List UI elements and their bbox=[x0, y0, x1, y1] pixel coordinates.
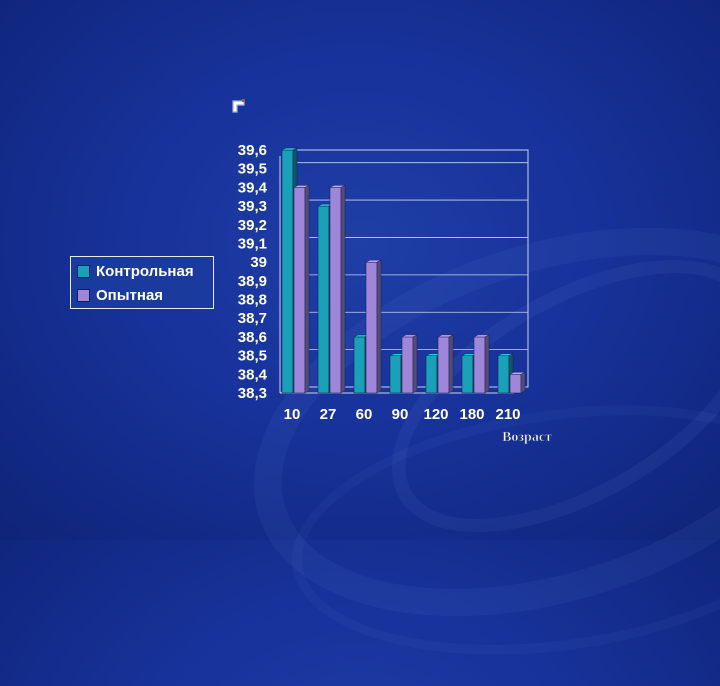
x-axis-name: Возраст bbox=[502, 430, 552, 445]
y-tick-label: 39,5 bbox=[238, 161, 267, 178]
x-tick-label: 120 bbox=[423, 406, 448, 423]
chart-legend: Контрольная Опытная bbox=[70, 256, 214, 309]
panel-label-g bbox=[232, 99, 245, 113]
x-tick-label: 210 bbox=[495, 406, 520, 423]
y-axis-ticks: 39,6 39,539,4 39,3 39,239,1 39 38,9 38,838,7 38… bbox=[238, 142, 268, 402]
x-tick-label: 90 bbox=[392, 406, 409, 423]
bar-experimental-27 bbox=[329, 185, 346, 394]
y-tick-label: 39 bbox=[250, 254, 267, 271]
y-tick-label: 38,6 bbox=[238, 329, 267, 346]
bar-experimental-60 bbox=[365, 259, 382, 394]
y-tick-label: 39,6 bbox=[238, 142, 267, 159]
x-axis-ticks: 10 27 60 90 120 180 210 bbox=[284, 406, 521, 423]
bar-chart: 39,6 39,539,4 39,3 39,239,1 39 38,9 38,838,7 38… bbox=[238, 142, 553, 446]
bar-experimental-180 bbox=[473, 334, 490, 394]
x-tick-label: 10 bbox=[284, 406, 301, 423]
legend-swatch bbox=[77, 265, 90, 278]
y-tick-label: 38,4 bbox=[238, 366, 268, 383]
bar-experimental-120 bbox=[437, 334, 454, 394]
bar-experimental-210 bbox=[509, 371, 526, 394]
bar-experimental-90 bbox=[401, 334, 418, 394]
y-tick-label: 38,3 bbox=[238, 385, 267, 402]
y-tick-label: 38,9 bbox=[238, 273, 267, 290]
legend-item-control: Контрольная bbox=[77, 263, 194, 280]
legend-swatch bbox=[77, 289, 90, 302]
y-tick-label: 39,1 bbox=[238, 235, 267, 252]
x-tick-label: 27 bbox=[320, 406, 337, 423]
y-tick-label: 38,5 bbox=[238, 348, 267, 365]
legend-label: Опытная bbox=[96, 287, 164, 304]
y-tick-label: 38,8 bbox=[238, 292, 267, 309]
legend-label: Контрольная bbox=[96, 263, 194, 280]
bar-experimental-10 bbox=[293, 185, 310, 394]
x-tick-label: 60 bbox=[356, 406, 373, 423]
legend-item-experimental: Опытная bbox=[77, 287, 163, 304]
y-tick-label: 38,7 bbox=[238, 310, 267, 327]
y-tick-label: 39,4 bbox=[238, 179, 268, 196]
chart-bars bbox=[281, 147, 526, 394]
y-tick-label: 39,2 bbox=[238, 217, 267, 234]
x-tick-label: 180 bbox=[459, 406, 484, 423]
y-tick-label: 39,3 bbox=[238, 198, 267, 215]
